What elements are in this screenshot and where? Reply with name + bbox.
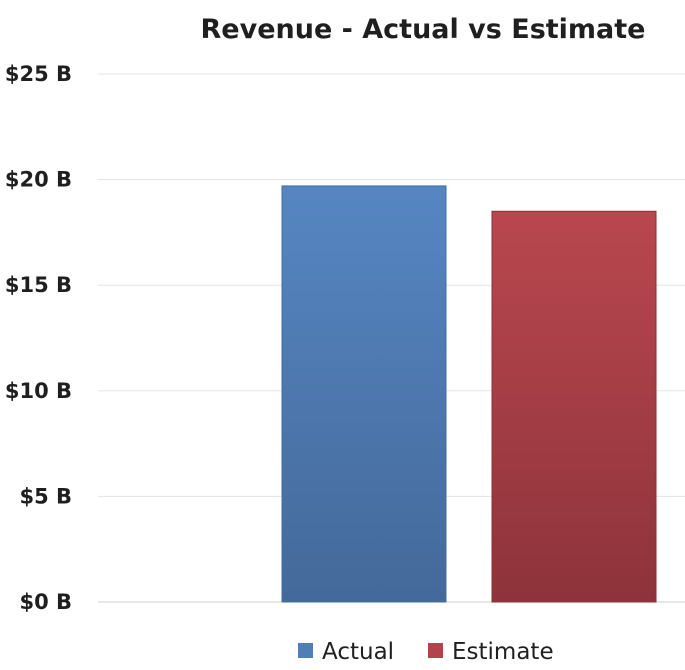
chart-title: Revenue - Actual vs Estimate bbox=[201, 14, 646, 45]
bar-actual bbox=[281, 185, 447, 603]
y-tick-label: $20 B bbox=[5, 168, 72, 192]
y-tick-label: $15 B bbox=[5, 273, 72, 297]
legend-swatch-estimate bbox=[428, 643, 443, 658]
y-tick-label: $25 B bbox=[5, 62, 72, 86]
bar-estimate bbox=[491, 210, 657, 603]
legend-label-actual: Actual bbox=[322, 639, 394, 665]
legend-label-estimate: Estimate bbox=[452, 639, 554, 665]
bars bbox=[281, 185, 657, 603]
y-tick-label: $5 B bbox=[19, 484, 72, 508]
y-tick-label: $0 B bbox=[19, 590, 72, 614]
legend: Actual Estimate bbox=[298, 639, 554, 665]
y-axis-ticks: $0 B $5 B $10 B $15 B $20 B $25 B bbox=[5, 62, 72, 614]
legend-swatch-actual bbox=[298, 643, 313, 658]
y-tick-label: $10 B bbox=[5, 379, 72, 403]
